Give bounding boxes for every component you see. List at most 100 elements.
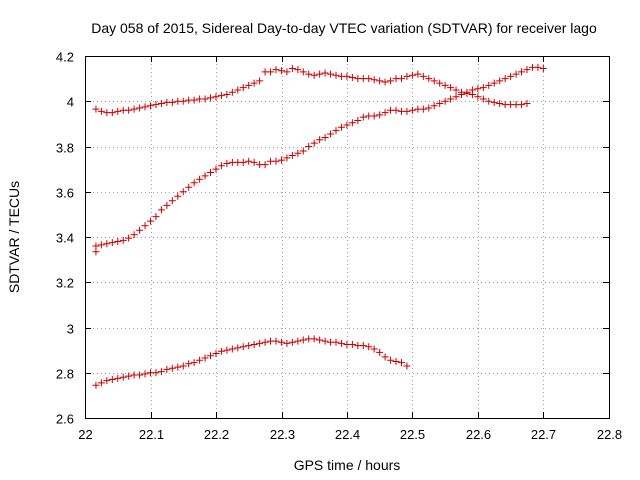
data-point — [103, 240, 111, 248]
data-point — [441, 97, 449, 105]
data-point — [239, 158, 247, 166]
data-point — [277, 156, 285, 164]
data-point — [337, 123, 345, 131]
data-point — [212, 93, 220, 101]
data-point — [272, 66, 280, 74]
data-point — [316, 136, 324, 144]
data-point — [114, 238, 122, 246]
data-point — [125, 106, 133, 114]
data-point — [125, 372, 133, 380]
data-point — [288, 152, 296, 160]
data-point — [163, 201, 171, 209]
data-point — [430, 102, 438, 110]
data-point — [223, 159, 231, 167]
data-point — [321, 69, 329, 77]
data-point — [430, 77, 438, 85]
data-point — [152, 213, 160, 221]
data-point — [157, 100, 165, 108]
data-point — [343, 72, 351, 80]
data-point — [283, 68, 291, 76]
data-point — [294, 66, 302, 74]
data-point — [261, 338, 269, 346]
data-point — [436, 79, 444, 87]
data-point — [256, 339, 264, 347]
data-point — [283, 339, 291, 347]
y-tick-label: 2.6 — [56, 412, 74, 427]
data-point — [425, 104, 433, 112]
x-tick-label: 22.3 — [270, 427, 295, 442]
data-point — [108, 376, 116, 384]
data-point — [267, 68, 275, 76]
data-point — [97, 379, 105, 387]
data-point — [463, 88, 471, 96]
data-point — [365, 343, 373, 351]
data-point — [157, 206, 165, 214]
data-point — [185, 360, 193, 368]
data-point — [119, 373, 127, 381]
data-point — [250, 79, 258, 87]
data-point — [370, 76, 378, 84]
data-point — [157, 368, 165, 376]
data-point — [283, 154, 291, 162]
data-point — [228, 345, 236, 353]
series-middle-start — [92, 248, 100, 256]
data-point — [288, 338, 296, 346]
data-point — [245, 342, 253, 350]
axis-ticks: 22 22.1 22.2 22.3 22.4 22.5 22.6 22.7 22.8 2.6 2.8… — [56, 50, 622, 443]
data-point — [217, 347, 225, 355]
y-tick-label: 3.2 — [56, 276, 74, 291]
data-point — [272, 157, 280, 165]
data-point — [452, 86, 460, 94]
plot-frame — [85, 56, 610, 419]
data-point — [403, 362, 411, 370]
data-point — [212, 350, 220, 358]
data-point — [381, 353, 389, 361]
y-tick-label: 3 — [67, 322, 74, 337]
data-point — [321, 337, 329, 345]
data-point — [147, 217, 154, 225]
data-point — [408, 106, 416, 114]
data-point — [125, 234, 133, 242]
data-point — [305, 143, 313, 150]
data-point — [419, 72, 427, 80]
data-point — [370, 345, 378, 353]
data-point — [179, 97, 187, 105]
data-point — [152, 369, 160, 377]
data-point — [299, 147, 307, 155]
data-point — [419, 105, 427, 113]
data-point — [485, 97, 493, 105]
data-point — [474, 85, 482, 93]
data-point — [397, 75, 405, 83]
x-tick-label: 22.1 — [139, 427, 164, 442]
data-point — [114, 374, 122, 382]
data-point — [447, 95, 455, 103]
data-point — [425, 75, 433, 83]
data-point — [310, 335, 318, 343]
data-point — [294, 149, 302, 157]
data-point — [408, 71, 416, 79]
data-point — [496, 100, 504, 108]
data-point — [103, 377, 111, 385]
data-point — [245, 81, 253, 89]
data-point — [277, 67, 285, 75]
data-point — [196, 356, 204, 364]
data-point — [523, 100, 531, 108]
data-point — [332, 338, 340, 346]
y-tick-label: 3.4 — [56, 231, 74, 246]
data-point — [392, 357, 400, 365]
data-point — [92, 381, 100, 389]
y-axis-label: SDTVAR / TECUs — [6, 181, 22, 293]
data-point — [190, 179, 198, 187]
data-point — [348, 340, 356, 348]
data-point — [272, 337, 280, 345]
data-point — [507, 72, 515, 80]
data-point — [288, 64, 296, 72]
data-point — [223, 346, 231, 354]
data-points — [92, 63, 547, 389]
data-point — [403, 72, 411, 80]
data-point — [343, 121, 351, 129]
data-point — [376, 77, 384, 85]
data-point — [234, 344, 242, 352]
data-point — [381, 109, 389, 117]
data-point — [168, 98, 176, 106]
